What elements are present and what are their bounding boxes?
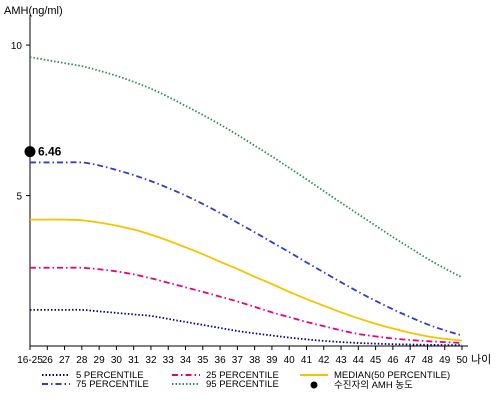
legend-label-0: 5 PERCENTILE: [76, 370, 144, 381]
x-tick-label: 48: [422, 355, 434, 366]
x-tick-label: 35: [197, 355, 209, 366]
y-tick-label: 10: [11, 41, 23, 52]
series-line-1: [29, 266, 463, 344]
x-tick-label: 34: [180, 355, 192, 366]
x-tick-label: 28: [76, 355, 88, 366]
x-tick-label: 41: [301, 355, 313, 366]
x-axis-title: 나이: [471, 353, 491, 366]
series-line-4: [29, 56, 463, 279]
x-tick-label: 26: [42, 355, 54, 366]
legend-marker-dot: [310, 381, 318, 389]
x-tick-label: 31: [128, 355, 140, 366]
marker-layer: 6.46: [24, 145, 62, 159]
x-tick-label: 49: [439, 355, 451, 366]
patient-amh-point: [24, 146, 36, 158]
axes: [29, 15, 468, 347]
x-tick-label: 40: [284, 355, 296, 366]
legend: 5 PERCENTILE 25 PERCENTILE MEDIAN(50 PERCE…: [42, 370, 450, 391]
x-tick-label: 47: [405, 355, 417, 366]
x-tick-label: 29: [94, 355, 106, 366]
legend-label-4: 95 PERCENTILE: [206, 379, 279, 390]
x-tick-label: 38: [249, 355, 261, 366]
x-tick-label: 32: [145, 355, 157, 366]
series-line-0: [30, 308, 463, 347]
x-tick-label: 44: [353, 355, 365, 366]
x-tick-label: 27: [59, 355, 71, 366]
legend-label-3: 75 PERCENTILE: [76, 379, 149, 390]
series-layer: [29, 56, 463, 347]
x-tick-label: 50: [456, 355, 468, 366]
x-tick-label: 39: [266, 355, 278, 366]
x-tick-label: 45: [370, 355, 382, 366]
patient-amh-value-label: 6.46: [38, 145, 62, 159]
x-tick-label: 43: [335, 355, 347, 366]
x-tick-label: 30: [111, 355, 123, 366]
x-tick-label: 46: [387, 355, 399, 366]
series-line-3: [30, 161, 463, 337]
x-tick-label: 42: [318, 355, 330, 366]
x-tick-label: 37: [232, 355, 244, 366]
y-axis-title: AMH(ng/ml): [4, 5, 63, 17]
x-tick-label: 33: [163, 355, 175, 366]
x-tick-label: 16-25: [17, 355, 43, 366]
legend-label-1: 25 PERCENTILE: [206, 370, 279, 381]
y-tick-label: 5: [16, 192, 22, 203]
x-tick-label: 36: [215, 355, 227, 366]
y-ticks: 5 10: [11, 41, 30, 203]
legend-marker-label: 수진자의 AMH 농도: [334, 380, 413, 391]
series-line-2: [30, 218, 463, 342]
legend-label-2: MEDIAN(50 PERCENTILE): [334, 370, 450, 381]
